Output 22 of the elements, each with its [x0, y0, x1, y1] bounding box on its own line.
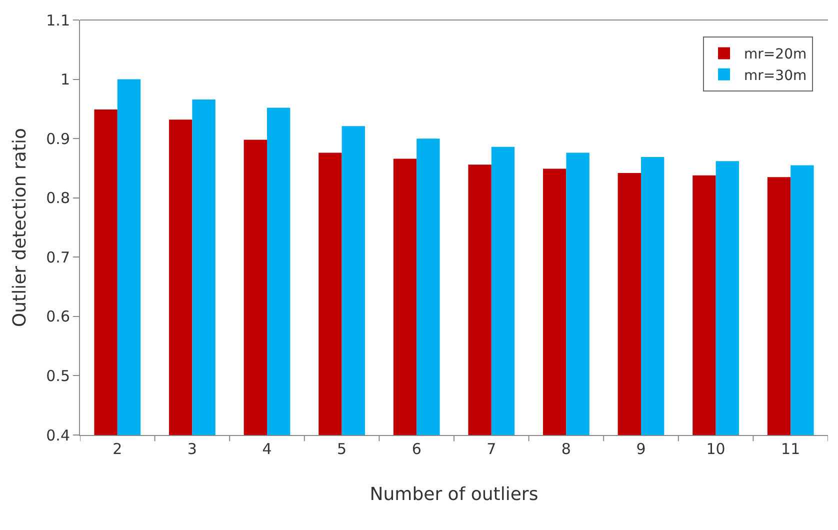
- legend-label: mr=30m: [744, 68, 807, 84]
- y-tick-label: 1.1: [46, 11, 70, 30]
- x-tick-label: 11: [781, 440, 800, 458]
- y-tick-label: 0.6: [46, 308, 70, 326]
- y-tick-label: 0.7: [46, 248, 70, 266]
- x-tick-label: 7: [486, 440, 496, 458]
- y-tick-label: 1: [60, 70, 70, 89]
- legend-label: mr=20m: [744, 46, 807, 63]
- y-tick-label: 0.4: [46, 426, 70, 444]
- y-tick-label: 0.9: [46, 130, 70, 148]
- x-tick-label: 8: [561, 440, 571, 458]
- x-tick-label: 10: [706, 440, 726, 458]
- y-tick-label: 0.8: [46, 189, 70, 208]
- x-tick-label: 4: [262, 440, 272, 458]
- x-axis-title: Number of outliers: [370, 484, 538, 506]
- x-tick-label: 9: [636, 440, 646, 458]
- y-tick-label: 0.5: [46, 366, 70, 385]
- x-tick-label: 5: [337, 440, 347, 458]
- x-tick-label: 2: [112, 440, 122, 458]
- x-tick-label: 6: [412, 440, 422, 458]
- x-tick-label: 3: [187, 440, 197, 458]
- y-axis-title: Outlier detection ratio: [9, 128, 30, 328]
